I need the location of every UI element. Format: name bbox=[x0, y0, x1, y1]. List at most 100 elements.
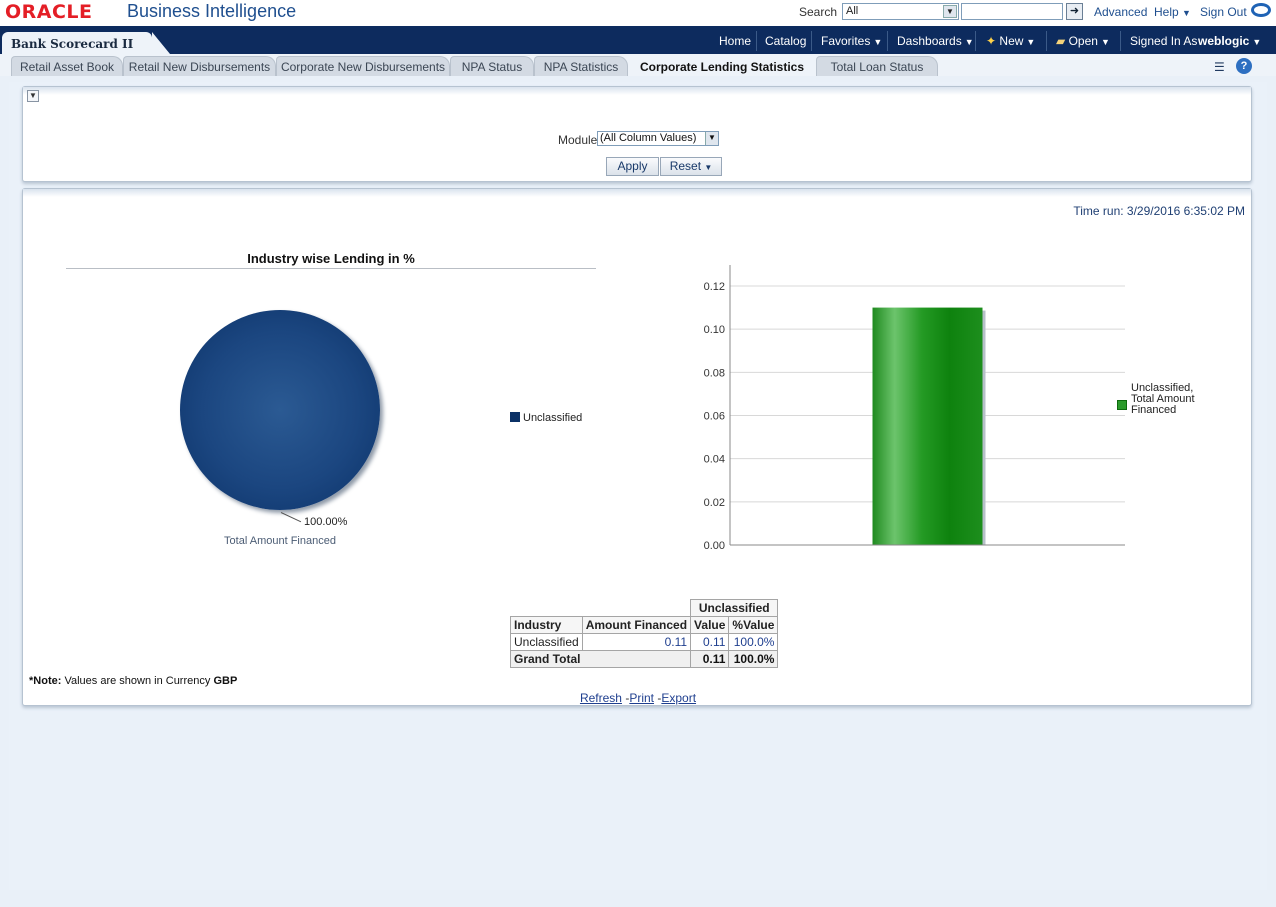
legend-swatch bbox=[510, 412, 520, 422]
chevron-down-icon: ▼ bbox=[29, 91, 37, 100]
search-go-button[interactable]: ➜ bbox=[1066, 3, 1083, 20]
link-separator: - bbox=[657, 691, 662, 705]
y-tick-label: 0.02 bbox=[704, 497, 725, 509]
open-menu[interactable]: ▰ Open ▼ bbox=[1056, 34, 1110, 48]
caret-down-icon: ▼ bbox=[1100, 37, 1110, 47]
caret-down-icon: ▼ bbox=[964, 37, 974, 47]
tab-npa-statistics[interactable]: NPA Statistics bbox=[534, 56, 628, 76]
tab-corporate-lending-statistics[interactable]: Corporate Lending Statistics bbox=[628, 56, 816, 76]
bar-series bbox=[872, 307, 986, 545]
search-input[interactable] bbox=[961, 3, 1063, 20]
help-icon[interactable]: ? bbox=[1236, 58, 1252, 74]
nav-separator bbox=[1046, 31, 1047, 51]
catalog-link[interactable]: Catalog bbox=[765, 34, 807, 48]
page-options-icon[interactable]: ☰ bbox=[1214, 60, 1225, 74]
nav-separator bbox=[756, 31, 757, 51]
pie-data-label: 100.00% bbox=[304, 516, 348, 528]
tab-retail-new-disbursements[interactable]: Retail New Disbursements bbox=[123, 56, 276, 76]
caret-down-icon: ▼ bbox=[873, 37, 883, 47]
tab-retail-asset-book[interactable]: Retail Asset Book bbox=[11, 56, 123, 76]
chevron-down-icon[interactable]: ▼ bbox=[705, 132, 718, 145]
user-menu[interactable]: weblogic ▼ bbox=[1198, 34, 1261, 48]
y-axis-ticks: 0.00 0.02 0.04 0.06 0.08 0.10 0.12 bbox=[704, 281, 725, 552]
pie-chart-title: Industry wise Lending in % bbox=[247, 251, 415, 266]
pie-axis-label: Total Amount Financed bbox=[224, 535, 336, 547]
grand-total-row: Grand Total 0.11 100.0% bbox=[509, 650, 779, 668]
panel-header bbox=[23, 87, 1251, 95]
help-menu[interactable]: Help ▼ bbox=[1154, 5, 1191, 19]
grand-total-label: Grand Total bbox=[509, 650, 692, 668]
legend-label: Unclassified bbox=[523, 412, 583, 424]
reset-button[interactable]: Reset ▼ bbox=[660, 157, 722, 176]
industry-cell: Unclassified bbox=[510, 633, 583, 651]
column-header: Value bbox=[690, 616, 730, 634]
new-doc-icon: ✦ bbox=[986, 34, 997, 48]
sign-out-link[interactable]: Sign Out bbox=[1200, 5, 1247, 19]
new-menu[interactable]: ✦ New ▼ bbox=[986, 34, 1035, 48]
export-link[interactable]: Export bbox=[661, 691, 697, 705]
search-scope-select[interactable]: All ▼ bbox=[842, 3, 959, 20]
grand-total-pct: 100.0% bbox=[728, 650, 779, 668]
module-select-value: (All Column Values) bbox=[600, 132, 697, 144]
note-currency: GBP bbox=[213, 675, 238, 687]
column-header: Industry bbox=[510, 616, 583, 634]
pie-legend: Unclassified bbox=[510, 412, 582, 424]
apply-button[interactable]: Apply bbox=[606, 157, 659, 176]
y-tick-label: 0.10 bbox=[704, 324, 725, 336]
bar-unclassified[interactable] bbox=[872, 307, 983, 545]
collapse-toggle[interactable]: ▼ bbox=[27, 90, 39, 102]
search-scope-value: All bbox=[846, 5, 859, 17]
amount-cell[interactable]: 0.11 bbox=[581, 633, 692, 651]
prompt-panel: ▼ Module (All Column Values) ▼ Apply Res… bbox=[22, 86, 1252, 182]
reset-label: Reset bbox=[669, 159, 702, 173]
y-tick-label: 0.04 bbox=[704, 454, 725, 466]
help-menu-label: Help bbox=[1154, 5, 1179, 19]
dashboards-label: Dashboards bbox=[897, 34, 962, 48]
product-title: Business Intelligence bbox=[127, 1, 297, 21]
pct-value-cell[interactable]: 100.0% bbox=[728, 633, 779, 651]
folder-icon: ▰ bbox=[1056, 34, 1066, 48]
caret-down-icon: ▼ bbox=[1026, 37, 1036, 47]
tab-corporate-new-disbursements[interactable]: Corporate New Disbursements bbox=[276, 56, 450, 76]
nav-separator bbox=[1120, 31, 1121, 51]
y-tick-label: 0.12 bbox=[704, 281, 725, 293]
note-text: Values are shown in Currency bbox=[61, 675, 214, 687]
report-panel: Time run: 3/29/2016 6:35:02 PM Industry … bbox=[22, 188, 1252, 706]
pie-leader-line bbox=[280, 512, 302, 523]
table-header-row: Industry Amount Financed Value %Value bbox=[510, 616, 779, 634]
home-link[interactable]: Home bbox=[719, 34, 752, 48]
report-links: Refresh -Print -Export bbox=[23, 691, 1253, 705]
nav-separator bbox=[887, 31, 888, 51]
legend-swatch bbox=[1117, 400, 1127, 410]
nav-separator bbox=[975, 31, 976, 51]
dashboards-menu[interactable]: Dashboards ▼ bbox=[897, 34, 974, 48]
tab-npa-status[interactable]: NPA Status bbox=[450, 56, 534, 76]
blank-cell bbox=[511, 600, 691, 617]
column-header: %Value bbox=[728, 616, 779, 634]
dashboard-title-tab: Bank Scorecard II bbox=[2, 32, 170, 54]
y-tick-label: 0.06 bbox=[704, 411, 725, 423]
y-tick-label: 0.00 bbox=[704, 540, 725, 552]
value-cell[interactable]: 0.11 bbox=[690, 633, 730, 651]
module-select[interactable]: (All Column Values) ▼ bbox=[597, 131, 719, 146]
print-link[interactable]: Print bbox=[629, 691, 655, 705]
refresh-link[interactable]: Refresh bbox=[579, 691, 622, 705]
favorites-label: Favorites bbox=[821, 34, 871, 48]
link-separator: - bbox=[625, 691, 630, 705]
caret-down-icon: ▼ bbox=[704, 163, 713, 172]
advanced-link[interactable]: Advanced bbox=[1094, 5, 1148, 19]
top-header: ORACLE Business Intelligence Search All … bbox=[0, 0, 1276, 26]
chevron-down-icon[interactable]: ▼ bbox=[943, 5, 957, 18]
group-header: Unclassified bbox=[690, 599, 779, 617]
tab-total-loan-status[interactable]: Total Loan Status bbox=[816, 56, 938, 76]
open-label: Open bbox=[1068, 34, 1098, 48]
pie-slice-unclassified[interactable] bbox=[180, 310, 380, 510]
oracle-logo: ORACLE bbox=[5, 1, 93, 23]
caret-down-icon: ▼ bbox=[1182, 8, 1191, 18]
search-label: Search bbox=[799, 5, 838, 19]
signed-in-as-label: Signed In As bbox=[1130, 34, 1198, 48]
favorites-menu[interactable]: Favorites ▼ bbox=[821, 34, 882, 48]
table-group-header-row: Unclassified bbox=[511, 599, 779, 617]
arrow-right-icon: ➜ bbox=[1069, 5, 1080, 17]
title-divider bbox=[66, 268, 596, 269]
